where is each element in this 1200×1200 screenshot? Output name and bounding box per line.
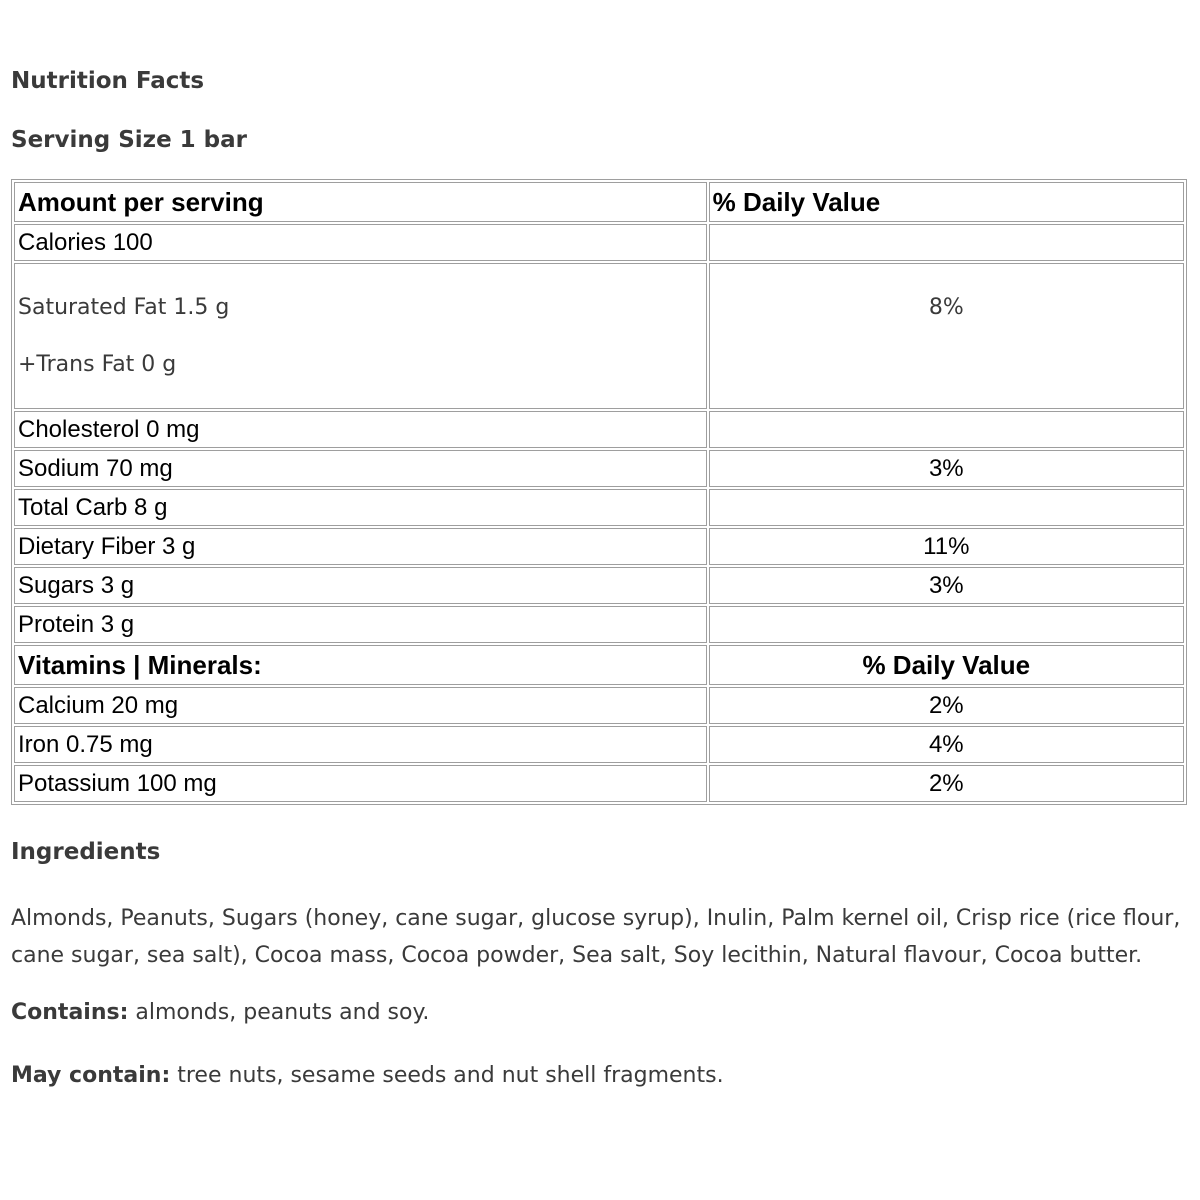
table-row: Protein 3 g (14, 606, 1184, 643)
nutrient-cell: Potassium 100 mg (14, 765, 707, 802)
daily-value-line: 8% (928, 295, 964, 320)
may-contain-line: May contain: tree nuts, sesame seeds and… (11, 1061, 1187, 1091)
table-row: Calcium 20 mg 2% (14, 687, 1184, 724)
daily-value-cell (708, 606, 1184, 643)
daily-value-cell: 11% (708, 528, 1184, 565)
nutrient-cell: Sugars 3 g (14, 567, 707, 604)
nutrition-table: Amount per serving % Daily Value Calorie… (11, 179, 1187, 805)
may-contain-label: May contain: (11, 1063, 171, 1088)
table-row: Saturated Fat 1.5 g +Trans Fat 0 g 8% (14, 263, 1184, 409)
nutrient-cell: Saturated Fat 1.5 g +Trans Fat 0 g (14, 263, 707, 409)
table-row: Calories 100 (14, 224, 1184, 261)
column-header-amount: Amount per serving (14, 182, 707, 222)
daily-value-cell: 3% (708, 450, 1184, 487)
nutrient-cell: Protein 3 g (14, 606, 707, 643)
column-header-daily-value: % Daily Value (708, 182, 1184, 222)
ingredients-heading: Ingredients (11, 839, 161, 865)
daily-value-cell: 8% (708, 263, 1184, 409)
table-row: Potassium 100 mg 2% (14, 765, 1184, 802)
daily-value-cell: 4% (708, 726, 1184, 763)
contains-text: almonds, peanuts and soy. (128, 1000, 430, 1025)
nutrient-line: Saturated Fat 1.5 g (18, 295, 230, 320)
ingredients-text: Almonds, Peanuts, Sugars (honey, cane su… (11, 906, 1181, 968)
serving-size-heading: Serving Size 1 bar (11, 127, 248, 153)
table-row: Sodium 70 mg 3% (14, 450, 1184, 487)
may-contain-text: tree nuts, sesame seeds and nut shell fr… (170, 1063, 724, 1088)
daily-value-cell (708, 411, 1184, 448)
nutrient-cell: Dietary Fiber 3 g (14, 528, 707, 565)
table-header-row: Amount per serving % Daily Value (14, 182, 1184, 222)
nutrient-cell: Calcium 20 mg (14, 687, 707, 724)
table-row: Dietary Fiber 3 g 11% (14, 528, 1184, 565)
daily-value-cell: 3% (708, 567, 1184, 604)
daily-value-cell: 2% (708, 687, 1184, 724)
table-row: Iron 0.75 mg 4% (14, 726, 1184, 763)
contains-label: Contains: (11, 1000, 129, 1025)
nutrient-cell: Calories 100 (14, 224, 707, 261)
table-row: Total Carb 8 g (14, 489, 1184, 526)
table-row: Cholesterol 0 mg (14, 411, 1184, 448)
nutrient-cell: Total Carb 8 g (14, 489, 707, 526)
nutrient-cell: Cholesterol 0 mg (14, 411, 707, 448)
daily-value-cell (708, 224, 1184, 261)
daily-value-cell (708, 489, 1184, 526)
daily-value-cell: 2% (708, 765, 1184, 802)
page-title: Nutrition Facts (11, 68, 205, 94)
daily-value-cell: % Daily Value (708, 645, 1184, 685)
table-row: Vitamins | Minerals:% Daily Value (14, 645, 1184, 685)
nutrition-table-body: Calories 100 Saturated Fat 1.5 g +Trans Fa… (14, 224, 1184, 802)
nutrient-cell: Vitamins | Minerals: (14, 645, 707, 685)
nutrient-cell: Sodium 70 mg (14, 450, 707, 487)
nutrient-cell: Iron 0.75 mg (14, 726, 707, 763)
nutrient-line: +Trans Fat 0 g (18, 352, 177, 377)
contains-line: Contains: almonds, peanuts and soy. (11, 998, 1187, 1028)
table-row: Sugars 3 g 3% (14, 567, 1184, 604)
